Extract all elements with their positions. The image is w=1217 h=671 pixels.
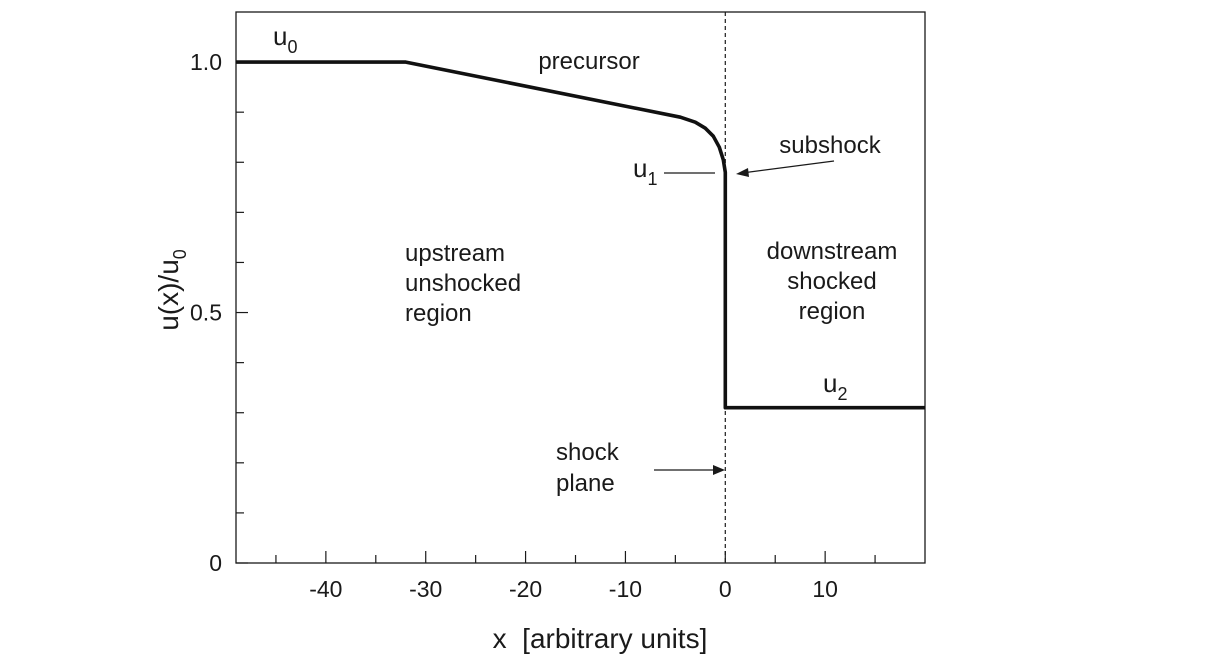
x-tick-label: -20 (509, 576, 542, 602)
velocity-profile-line (236, 60, 925, 410)
downstream-label-line3: region (799, 298, 866, 325)
u0-label: u0 (273, 21, 297, 57)
upstream-label-line3: region (405, 300, 472, 327)
subshock-arrowhead (736, 168, 749, 177)
plot-frame (235, 11, 926, 564)
u2-label: u2 (823, 368, 847, 404)
y-tick-label: 1.0 (190, 49, 222, 75)
precursor-label: precursor (538, 48, 639, 75)
y-tick-label: 0 (209, 550, 222, 576)
upstream-label-line2: unshocked (405, 270, 521, 297)
u1-label: u1 (633, 153, 657, 189)
x-tick-label: -40 (309, 576, 342, 602)
axis-ticks (236, 61, 876, 564)
y-axis-title: u(x)/u0 (153, 249, 190, 331)
shock-plane-arrowhead (713, 465, 725, 475)
downstream-label-line2: shocked (787, 268, 876, 295)
shock-plane-label-line1: shock (556, 439, 620, 466)
x-tick-label: 0 (719, 576, 732, 602)
x-tick-label: -30 (409, 576, 442, 602)
downstream-label-line1: downstream (767, 238, 898, 265)
upstream-label-line1: upstream (405, 240, 505, 267)
tick-labels: -40 -30 -20 -10 0 10 0 0.5 1.0 (190, 49, 838, 602)
subshock-arrow (741, 160, 835, 174)
shock-plane-label-line2: plane (556, 470, 615, 497)
x-axis-title: x [arbitrary units] (493, 623, 708, 654)
x-tick-label: 10 (812, 576, 838, 602)
subshock-label: subshock (779, 132, 881, 159)
y-tick-label: 0.5 (190, 300, 222, 326)
x-tick-label: -10 (609, 576, 642, 602)
